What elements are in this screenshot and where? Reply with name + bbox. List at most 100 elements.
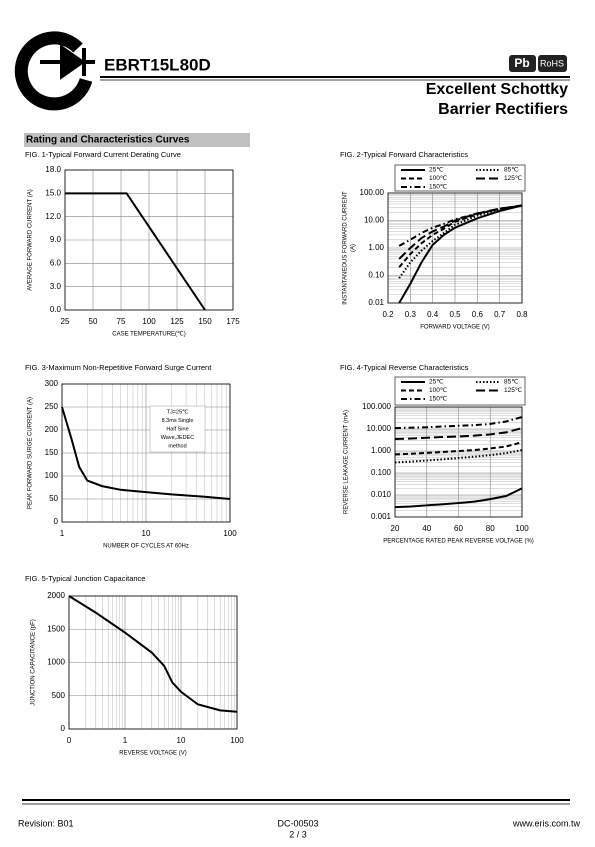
revision: Revision: B01: [18, 818, 74, 828]
x-tick-label: 10: [142, 529, 151, 538]
x-tick-label: 0.5: [449, 310, 461, 319]
y-tick-label: 1500: [47, 624, 65, 633]
y-tick-label: 100: [45, 471, 59, 480]
heading: Barrier Rectifiers: [438, 101, 568, 118]
x-tick-label: 25: [61, 317, 70, 326]
plot-frame: [61, 383, 231, 523]
y-axis-title: REVERSE LEAKAGE CURRENT (mA): [344, 410, 350, 514]
chart-title: FIG. 1-Typical Forward Current Derating …: [25, 150, 181, 159]
y-axis-title: (A): [351, 244, 357, 252]
plot-frame: [68, 595, 238, 730]
legend-label: 125℃: [504, 387, 523, 394]
chart: FIG. 5-Typical Junction Capacitance 0 500 1…: [25, 574, 244, 757]
y-tick-label: 100.00: [360, 188, 385, 197]
y-tick-label: 1.000: [371, 446, 392, 455]
series-line: [398, 204, 523, 304]
y-tick-label: 0.0: [50, 305, 62, 314]
series-line: [65, 192, 206, 311]
y-tick-label: 0.010: [371, 490, 392, 499]
y-tick-label: 0: [54, 517, 59, 526]
y-tick-label: 0.001: [371, 512, 392, 521]
x-tick-label: 20: [391, 524, 400, 533]
y-tick-label: 0.01: [368, 298, 384, 307]
series-line: [61, 406, 231, 500]
chart-title: FIG. 2-Typical Forward Characteristics: [340, 150, 468, 159]
y-tick-label: 15.0: [45, 188, 61, 197]
series-line: [394, 487, 523, 509]
y-tick-label: 300: [45, 379, 59, 388]
series-line: [394, 416, 523, 430]
x-axis-title: CASE TEMPERATURE(℃): [112, 332, 186, 338]
x-tick-label: 100: [515, 524, 529, 533]
website: www.eris.com.tw: [512, 818, 581, 828]
x-tick-label: 10: [177, 736, 186, 745]
plot-frame: [64, 169, 234, 311]
y-tick-label: 1000: [47, 658, 65, 667]
y-tick-label: 3.0: [50, 282, 62, 291]
x-tick-label: 100: [223, 529, 237, 538]
y-tick-label: 6.0: [50, 258, 62, 267]
y-tick-label: 0: [61, 724, 66, 733]
y-axis-title: INSTANTANEOUS FORWARD CURRENT: [343, 191, 349, 305]
annotation: method: [168, 443, 186, 449]
y-tick-label: 10.000: [367, 424, 392, 433]
y-tick-label: 0.100: [371, 468, 392, 477]
heading: Excellent Schottky: [426, 81, 568, 98]
page-number: 2 / 3: [289, 829, 307, 839]
legend-label: 25℃: [429, 167, 444, 174]
chart-title: FIG. 3-Maximum Non-Repetitive Forward Su…: [25, 363, 212, 372]
x-tick-label: 75: [117, 317, 126, 326]
x-tick-label: 0.6: [472, 310, 484, 319]
badge: [538, 55, 567, 72]
legend-label: 100℃: [429, 175, 448, 182]
chart: FIG. 1-Typical Forward Current Derating …: [25, 150, 240, 338]
y-tick-label: 9.0: [50, 235, 62, 244]
legend-label: 150℃: [429, 396, 448, 403]
chart: FIG. 2-Typical Forward Characteristics 0.…: [340, 150, 528, 331]
annotation: Half Sine: [166, 426, 188, 432]
chart-title: FIG. 5-Typical Junction Capacitance: [25, 574, 145, 583]
y-tick-label: 0.10: [368, 271, 384, 280]
x-tick-label: 80: [486, 524, 495, 533]
y-tick-label: 12.0: [45, 212, 61, 221]
chart-title: FIG. 4-Typical Reverse Characteristics: [340, 363, 469, 372]
y-tick-label: 50: [49, 494, 58, 503]
legend-label: 85℃: [504, 167, 519, 174]
series-line: [398, 204, 523, 268]
y-tick-label: 2000: [47, 591, 65, 600]
y-tick-label: 10.00: [364, 216, 385, 225]
x-tick-label: 0.7: [494, 310, 506, 319]
logo: [14, 31, 95, 111]
series-line: [394, 441, 523, 456]
y-axis-title: JUNCTION CAPACITANCE (pF): [31, 619, 37, 705]
annotation: 8.3ms Single: [162, 418, 194, 424]
annotation: Wave,JEDEC: [161, 435, 194, 441]
chart: FIG. 4-Typical Reverse Characteristics 0.…: [340, 363, 534, 545]
x-tick-label: 175: [226, 317, 240, 326]
x-tick-label: 100: [230, 736, 244, 745]
section-bar: [24, 133, 250, 147]
x-tick-label: 1: [123, 736, 128, 745]
x-tick-label: 50: [89, 317, 98, 326]
y-tick-label: 200: [45, 425, 59, 434]
y-tick-label: 250: [45, 402, 59, 411]
legend-label: 85℃: [504, 379, 519, 386]
chart: FIG. 3-Maximum Non-Repetitive Forward Su…: [25, 363, 237, 550]
x-axis-title: REVERSE VOLTAGE (V): [119, 751, 186, 757]
x-tick-label: 125: [170, 317, 184, 326]
legend-label: 25℃: [429, 379, 444, 386]
x-axis-title: PERCENTAGE RATED PEAK REVERSE VOLTAGE (%…: [383, 539, 534, 545]
x-tick-label: 100: [142, 317, 156, 326]
badge-text: RoHS: [540, 58, 564, 68]
series-line: [394, 449, 523, 464]
y-axis-title: PEAK FORWARD SURGE CURRENT (A): [28, 397, 34, 509]
y-tick-label: 500: [52, 691, 66, 700]
legend-label: 150℃: [429, 184, 448, 191]
x-tick-label: 0.2: [382, 310, 394, 319]
series-line: [398, 204, 523, 247]
x-tick-label: 0: [67, 736, 72, 745]
series-line: [68, 595, 238, 713]
series-line: [398, 204, 523, 279]
x-tick-label: 1: [60, 529, 65, 538]
